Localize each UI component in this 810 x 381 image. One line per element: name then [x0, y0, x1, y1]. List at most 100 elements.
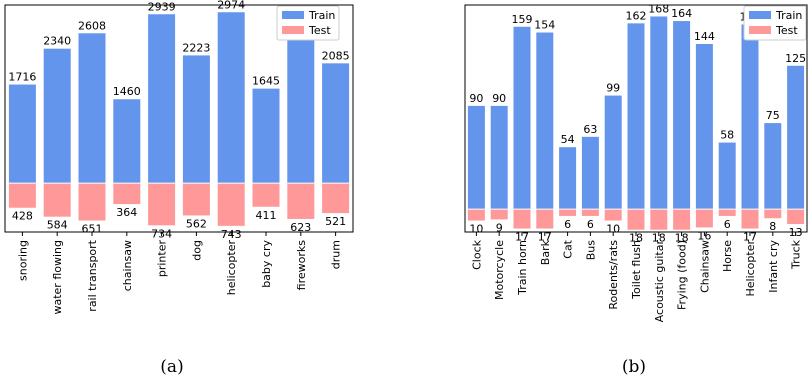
test-bar-14: [787, 209, 805, 224]
test-value-label: 10: [606, 223, 620, 236]
x-tick-label: water flowing: [51, 240, 64, 315]
test-bar-4: [148, 183, 176, 226]
test-value-label: 18: [652, 232, 666, 245]
test-value-label: 18: [629, 232, 643, 245]
test-bar-6: [217, 183, 245, 226]
x-tick-label: Train horn: [516, 240, 529, 296]
x-tick-label: Helicopter: [744, 240, 757, 297]
test-bar-8: [287, 183, 315, 219]
train-value-label: 2223: [182, 41, 210, 54]
legend: Train Test: [743, 5, 807, 41]
test-value-label: 562: [186, 217, 207, 230]
train-bar-0: [8, 84, 36, 184]
x-tick-label: rail transport: [86, 239, 99, 311]
train-bar-11: [718, 142, 736, 210]
test-bar-9: [673, 209, 691, 230]
chart-panel-0: 1716 428 snoring 2340 584 water flowing 2608 65…: [4, 0, 354, 377]
x-tick-label: helicopter: [225, 240, 238, 296]
train-bar-3: [113, 99, 141, 184]
legend-label: Train: [775, 9, 802, 22]
x-tick-label: Chainsaw: [698, 240, 711, 293]
train-bar-8: [287, 39, 315, 184]
x-tick-label: printer: [156, 240, 169, 278]
test-value-label: 18: [675, 232, 689, 245]
x-tick-label: chainsaw: [121, 240, 134, 291]
train-bar-1: [43, 48, 71, 184]
train-bar-6: [217, 12, 245, 184]
x-tick-label: fireworks: [295, 240, 308, 291]
test-bar-12: [741, 209, 759, 229]
train-bar-8: [650, 16, 668, 210]
test-bar-8: [650, 209, 668, 230]
test-bar-0: [8, 183, 36, 208]
test-value-label: 8: [769, 220, 776, 233]
plot-frame: [4, 4, 354, 233]
x-tick-label: Clock: [470, 239, 483, 270]
test-value-label: 364: [116, 206, 137, 219]
train-value-label: 159: [512, 13, 533, 26]
train-bar-4: [148, 14, 176, 184]
x-tick-label: Frying (food): [676, 240, 689, 310]
train-value-label: 1716: [8, 71, 36, 84]
x-tick-label: Bark: [539, 239, 552, 265]
train-bar-6: [604, 95, 622, 210]
train-value-label: 90: [492, 92, 506, 105]
x-tick-label: Bus: [584, 240, 597, 261]
test-bar-7: [627, 209, 645, 230]
train-bar-2: [78, 33, 106, 184]
test-bar-13: [764, 209, 782, 219]
legend-swatch: [282, 26, 304, 34]
train-value-label: 99: [606, 82, 620, 95]
test-value-label: 6: [587, 218, 594, 231]
train-bar-1: [490, 105, 508, 210]
test-value-label: 10: [469, 223, 483, 236]
train-bar-5: [581, 136, 599, 210]
test-value-label: 6: [564, 218, 571, 231]
x-tick-label: Truck: [790, 239, 803, 270]
test-value-label: 9: [496, 221, 503, 234]
train-bar-7: [252, 88, 280, 184]
x-tick-label: drum: [330, 240, 343, 269]
legend-label: Test: [775, 24, 798, 37]
train-bar-13: [764, 123, 782, 210]
x-tick-label: dog: [190, 240, 203, 261]
x-tick-label: snoring: [16, 240, 29, 281]
x-tick-label: Toilet flush: [630, 240, 643, 300]
test-bar-9: [322, 183, 350, 214]
test-bar-2: [78, 183, 106, 221]
train-value-label: 2340: [43, 35, 71, 48]
test-bar-1: [490, 209, 508, 220]
test-bar-6: [604, 209, 622, 221]
test-value-label: 6: [724, 218, 731, 231]
train-bar-2: [513, 26, 531, 210]
train-value-label: 162: [626, 9, 647, 22]
train-bar-0: [467, 105, 485, 210]
train-value-label: 1645: [252, 75, 280, 88]
x-tick-label: Cat: [562, 239, 575, 258]
train-bar-3: [536, 32, 554, 210]
test-value-label: 651: [82, 223, 103, 236]
train-value-label: 63: [583, 123, 597, 136]
test-bar-2: [513, 209, 531, 229]
train-value-label: 154: [534, 19, 555, 32]
test-bar-5: [182, 183, 210, 216]
test-value-label: 521: [325, 215, 346, 228]
train-value-label: 144: [694, 30, 715, 43]
train-value-label: 54: [561, 133, 575, 146]
x-tick-label: Acoustic guitar: [653, 240, 666, 323]
train-value-label: 2608: [78, 19, 106, 32]
legend-label: Test: [308, 24, 331, 37]
train-bar-14: [787, 65, 805, 210]
test-bar-3: [536, 209, 554, 229]
train-value-label: 2085: [322, 49, 350, 62]
legend: Train Test: [276, 5, 340, 41]
x-tick-label: baby cry: [260, 240, 273, 288]
train-bar-9: [322, 63, 350, 184]
test-bar-7: [252, 183, 280, 207]
test-bar-10: [695, 209, 713, 228]
test-bar-11: [718, 209, 736, 216]
x-tick-label: Infant cry: [767, 240, 780, 293]
test-value-label: 17: [515, 231, 529, 244]
